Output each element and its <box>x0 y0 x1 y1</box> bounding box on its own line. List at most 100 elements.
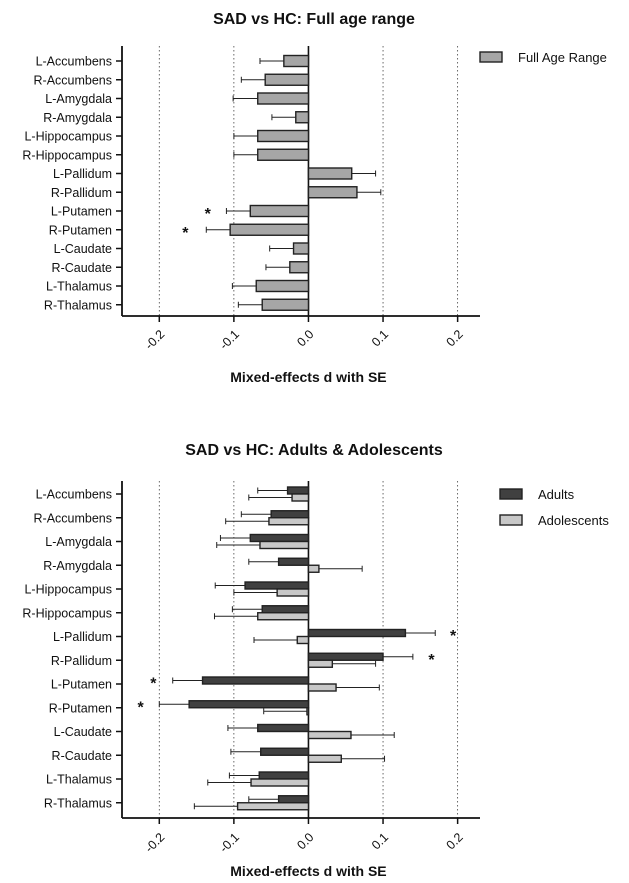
y-tick-label: L-Accumbens <box>36 55 112 69</box>
legend-swatch <box>479 51 503 63</box>
x-tick-label: 0.2 <box>444 830 466 852</box>
y-tick-label: R-Putamen <box>49 223 112 237</box>
y-tick-label: R-Accumbens <box>34 73 113 87</box>
bar <box>255 279 310 293</box>
significance-star: * <box>138 699 145 716</box>
significance-star: * <box>150 676 157 693</box>
bar <box>244 581 310 590</box>
bar <box>295 111 310 124</box>
y-tick-label: L-Thalamus <box>46 773 112 787</box>
bar <box>306 707 310 716</box>
bar <box>307 754 342 763</box>
bar <box>257 612 310 621</box>
bar <box>289 261 310 274</box>
bar <box>236 802 310 811</box>
legend-label: Adults <box>538 487 575 502</box>
x-tick-label: 0.0 <box>294 327 316 349</box>
bar <box>258 771 310 780</box>
y-tick-label: L-Thalamus <box>46 280 112 294</box>
y-tick-label: R-Accumbens <box>34 511 113 525</box>
x-axis-label: Mixed-effects d with SE <box>230 369 386 385</box>
significance-star: * <box>450 628 457 645</box>
bar <box>268 517 310 526</box>
legend-swatch <box>499 488 523 500</box>
chart-panel-1: SAD vs HC: Full age range -0.2 -0.1 0.0 0.1 0… <box>22 11 607 385</box>
bar <box>250 778 310 787</box>
bar <box>307 564 320 573</box>
x-tick-label: 0.0 <box>294 830 316 852</box>
y-tick-label: R-Caudate <box>52 749 112 763</box>
significance-star: * <box>182 225 189 242</box>
y-tick-label: L-Accumbens <box>36 488 112 502</box>
bar <box>270 510 310 519</box>
bar <box>249 533 310 543</box>
y-tick-label: L-Caudate <box>54 725 112 739</box>
bar <box>307 628 407 638</box>
bar <box>257 723 310 733</box>
x-tick-label: -0.2 <box>142 327 167 352</box>
y-tick-label: L-Pallidum <box>53 630 112 644</box>
y-tick-label: R-Pallidum <box>51 654 112 668</box>
legend-label: Adolescents <box>538 513 609 528</box>
y-tick-label: R-Thalamus <box>44 796 112 810</box>
bar <box>307 186 358 199</box>
bar <box>261 298 310 311</box>
y-tick-label: L-Putamen <box>51 205 112 219</box>
significance-star: * <box>428 652 435 669</box>
y-tick-label: R-Amygdala <box>43 111 112 125</box>
chart-panel-2: SAD vs HC: Adults & Adolescents -0.2 -0.1 0… <box>22 442 609 879</box>
bar <box>188 700 310 709</box>
bar <box>201 676 310 685</box>
bar <box>292 242 310 255</box>
chart-title: SAD vs HC: Full age range <box>213 11 415 28</box>
bar <box>260 747 310 756</box>
bar <box>259 540 310 550</box>
bar <box>276 588 310 597</box>
legend-swatch <box>499 514 523 526</box>
y-tick-label: R-Hippocampus <box>22 148 112 162</box>
bar <box>257 148 310 161</box>
bar <box>277 557 310 566</box>
y-tick-label: L-Amygdala <box>45 92 112 106</box>
y-tick-label: R-Caudate <box>52 261 112 275</box>
x-tick-label: 0.2 <box>444 327 466 349</box>
bar <box>307 683 337 692</box>
bar <box>307 167 353 180</box>
x-tick-label: -0.2 <box>142 830 167 855</box>
y-tick-label: R-Amygdala <box>43 559 112 573</box>
x-axis-label: Mixed-effects d with SE <box>230 863 386 879</box>
y-tick-label: R-Putamen <box>49 701 112 715</box>
significance-star: * <box>205 206 212 223</box>
bar <box>264 73 310 86</box>
chart-title: SAD vs HC: Adults & Adolescents <box>185 442 443 459</box>
y-tick-label: L-Amygdala <box>45 535 112 549</box>
bar <box>296 635 310 645</box>
y-tick-label: R-Pallidum <box>51 186 112 200</box>
bar <box>307 730 352 740</box>
y-tick-label: L-Hippocampus <box>24 583 112 597</box>
x-tick-label: -0.1 <box>217 327 242 352</box>
bar <box>307 659 334 668</box>
bar <box>229 223 310 236</box>
y-tick-label: L-Pallidum <box>53 167 112 181</box>
x-tick-label: -0.1 <box>217 830 242 855</box>
bar <box>277 795 310 804</box>
bar <box>286 486 310 495</box>
y-tick-label: L-Hippocampus <box>24 130 112 144</box>
x-tick-label: 0.1 <box>369 830 391 852</box>
y-tick-label: R-Hippocampus <box>22 606 112 620</box>
x-tick-label: 0.1 <box>369 327 391 349</box>
y-tick-label: L-Caudate <box>54 242 112 256</box>
bar <box>261 605 310 614</box>
y-tick-label: L-Putamen <box>51 678 112 692</box>
bar <box>307 652 384 661</box>
bar <box>283 54 310 68</box>
bar <box>249 204 310 218</box>
bar <box>291 493 310 502</box>
legend-label: Full Age Range <box>518 50 607 65</box>
bar <box>257 92 310 105</box>
y-tick-label: R-Thalamus <box>44 298 112 312</box>
bar <box>257 129 310 143</box>
